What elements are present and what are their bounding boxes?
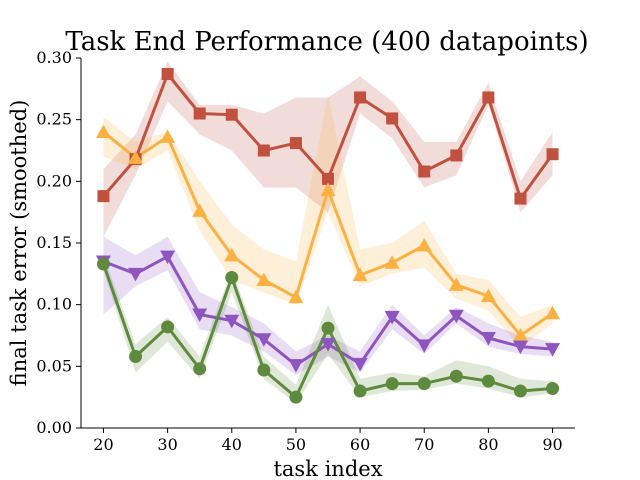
confidence-bands <box>103 61 553 404</box>
marker-purple-triangle-down-90 <box>545 343 561 357</box>
marker-purple-triangle-down-25 <box>128 267 144 282</box>
marker-green-circle-50 <box>289 390 303 404</box>
x-tick-label-90: 90 <box>542 435 562 454</box>
marker-orange-triangle-up-20 <box>95 124 111 138</box>
marker-orange-triangle-up-60 <box>352 267 368 282</box>
marker-red-square-50 <box>289 137 302 150</box>
y-tick-label-0.20: 0.20 <box>36 171 72 190</box>
marker-orange-triangle-up-90 <box>545 305 561 320</box>
marker-purple-triangle-down-70 <box>416 339 432 353</box>
marker-red-square-80 <box>482 91 495 104</box>
band-red-square <box>103 61 553 237</box>
chart-title: Task End Performance (400 datapoints) <box>65 27 588 57</box>
marker-green-circle-55 <box>321 321 335 335</box>
marker-orange-triangle-up-30 <box>160 129 176 143</box>
marker-orange-triangle-up-80 <box>480 288 496 303</box>
marker-purple-triangle-down-75 <box>448 309 464 324</box>
marker-purple-triangle-down-55 <box>320 338 336 352</box>
series-markers <box>95 68 561 404</box>
x-tick-label-60: 60 <box>350 435 370 454</box>
marker-purple-triangle-down-60 <box>352 357 368 372</box>
marker-green-circle-40 <box>225 271 239 285</box>
marker-green-circle-85 <box>513 384 527 398</box>
x-tick-label-50: 50 <box>286 435 306 454</box>
marker-green-circle-70 <box>417 377 431 391</box>
marker-orange-triangle-up-70 <box>416 237 432 252</box>
marker-green-circle-75 <box>449 369 463 383</box>
marker-purple-triangle-down-30 <box>160 250 176 265</box>
marker-green-circle-30 <box>161 320 175 334</box>
marker-red-square-35 <box>193 107 206 120</box>
marker-orange-triangle-up-40 <box>224 247 240 262</box>
marker-orange-triangle-up-35 <box>192 203 208 217</box>
marker-red-square-30 <box>161 68 174 81</box>
marker-green-circle-45 <box>257 363 271 377</box>
marker-purple-triangle-down-40 <box>224 314 240 329</box>
x-tick-label-80: 80 <box>478 435 498 454</box>
x-tick-label-70: 70 <box>414 435 434 454</box>
marker-green-circle-25 <box>129 349 143 363</box>
x-tick-label-40: 40 <box>222 435 242 454</box>
marker-purple-triangle-down-65 <box>384 311 400 325</box>
y-tick-label-0.10: 0.10 <box>36 295 72 314</box>
y-axis-label: final task error (smoothed) <box>7 100 31 387</box>
y-tick-label-0.25: 0.25 <box>36 110 72 129</box>
y-axis-ticks: 0.00 0.05 0.10 0.15 0.20 0.25 0.30 <box>36 48 81 437</box>
marker-red-square-20 <box>97 190 110 203</box>
x-axis-label: task index <box>273 457 382 480</box>
marker-orange-triangle-up-25 <box>128 150 144 164</box>
marker-orange-triangle-up-50 <box>288 289 304 304</box>
marker-orange-triangle-up-75 <box>448 277 464 291</box>
marker-red-square-45 <box>257 144 270 157</box>
y-tick-label-0.00: 0.00 <box>36 418 72 437</box>
marker-purple-triangle-down-85 <box>512 340 528 355</box>
marker-red-square-55 <box>322 172 334 185</box>
y-tick-label-0.05: 0.05 <box>36 356 72 375</box>
marker-purple-triangle-down-45 <box>256 333 272 347</box>
y-tick-label-0.30: 0.30 <box>36 48 72 67</box>
marker-purple-triangle-down-35 <box>192 308 208 323</box>
marker-green-circle-80 <box>481 374 495 388</box>
marker-red-square-40 <box>225 108 238 121</box>
marker-red-square-70 <box>418 165 431 178</box>
marker-red-square-90 <box>546 148 559 161</box>
marker-orange-triangle-up-85 <box>512 328 528 342</box>
y-tick-label-0.15: 0.15 <box>36 233 72 252</box>
marker-orange-triangle-up-65 <box>384 255 400 269</box>
marker-purple-triangle-down-50 <box>288 359 304 373</box>
marker-red-square-65 <box>386 112 399 125</box>
x-tick-label-30: 30 <box>157 435 177 454</box>
band-orange-triangle-up <box>103 95 553 348</box>
marker-red-square-75 <box>450 149 463 162</box>
marker-green-circle-65 <box>385 377 399 391</box>
marker-green-circle-90 <box>546 382 560 396</box>
x-axis-ticks: 20 30 40 50 60 70 80 90 <box>93 428 563 454</box>
marker-green-circle-60 <box>353 384 367 398</box>
marker-orange-triangle-up-55 <box>320 182 336 196</box>
marker-purple-triangle-down-80 <box>480 331 496 346</box>
marker-red-square-85 <box>514 192 527 205</box>
marker-orange-triangle-up-45 <box>256 272 272 286</box>
marker-green-circle-35 <box>193 362 207 376</box>
marker-green-circle-20 <box>96 257 110 271</box>
x-tick-label-20: 20 <box>93 435 113 454</box>
marker-red-square-60 <box>354 91 367 104</box>
